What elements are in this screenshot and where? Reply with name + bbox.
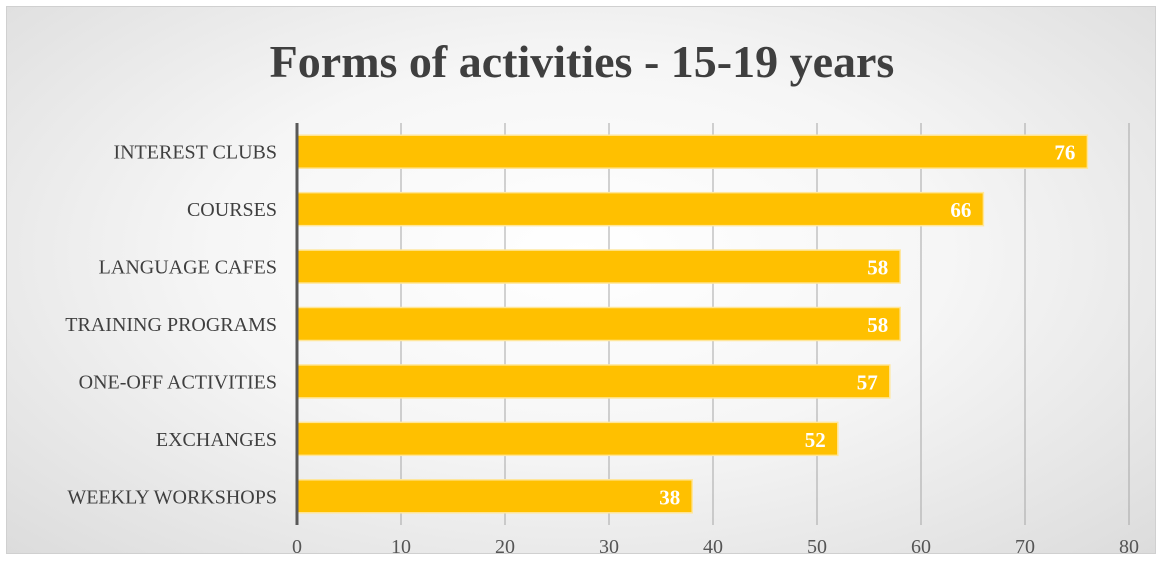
data-label: 76 bbox=[1054, 141, 1075, 165]
x-tick-label: 60 bbox=[911, 536, 931, 555]
chart-title: Forms of activities - 15-19 years bbox=[269, 36, 895, 87]
bar bbox=[296, 479, 693, 514]
category-label: ONE-OFF ACTIVITIES bbox=[79, 371, 277, 393]
x-tick-label: 10 bbox=[391, 536, 411, 555]
data-label: 58 bbox=[867, 313, 888, 337]
x-tick-label: 40 bbox=[703, 536, 723, 555]
category-label: WEEKLY WORKSHOPS bbox=[67, 486, 277, 508]
category-label: INTEREST CLUBS bbox=[113, 142, 277, 164]
bar bbox=[296, 306, 901, 342]
data-label: 38 bbox=[659, 485, 680, 509]
data-label: 57 bbox=[857, 370, 878, 394]
x-tick-label: 80 bbox=[1119, 536, 1139, 555]
x-tick-label: 20 bbox=[495, 536, 515, 555]
x-tick-label: 70 bbox=[1015, 536, 1035, 555]
bar-chart: 0 10 20 30 40 50 60 70 80 INTEREST CLUBS 76 COURSES… bbox=[65, 123, 1139, 555]
category-label: TRAINING PROGRAMS bbox=[65, 314, 277, 336]
bar bbox=[296, 249, 901, 284]
x-tick-label: 30 bbox=[599, 536, 619, 555]
bar bbox=[296, 191, 985, 227]
category-label: EXCHANGES bbox=[156, 429, 277, 451]
data-label: 52 bbox=[805, 428, 826, 452]
x-tick-label: 50 bbox=[807, 536, 827, 555]
bar bbox=[296, 421, 839, 457]
data-label: 58 bbox=[867, 256, 888, 280]
category-label: COURSES bbox=[187, 199, 277, 221]
bar bbox=[296, 364, 891, 399]
category-label: LANGUAGE CAFES bbox=[99, 257, 277, 279]
chart-frame: Forms of activities - 15-19 years 0 10 20 3… bbox=[6, 6, 1156, 555]
x-tick-label: 0 bbox=[292, 536, 302, 555]
data-label: 66 bbox=[950, 198, 971, 222]
bar bbox=[296, 134, 1089, 169]
